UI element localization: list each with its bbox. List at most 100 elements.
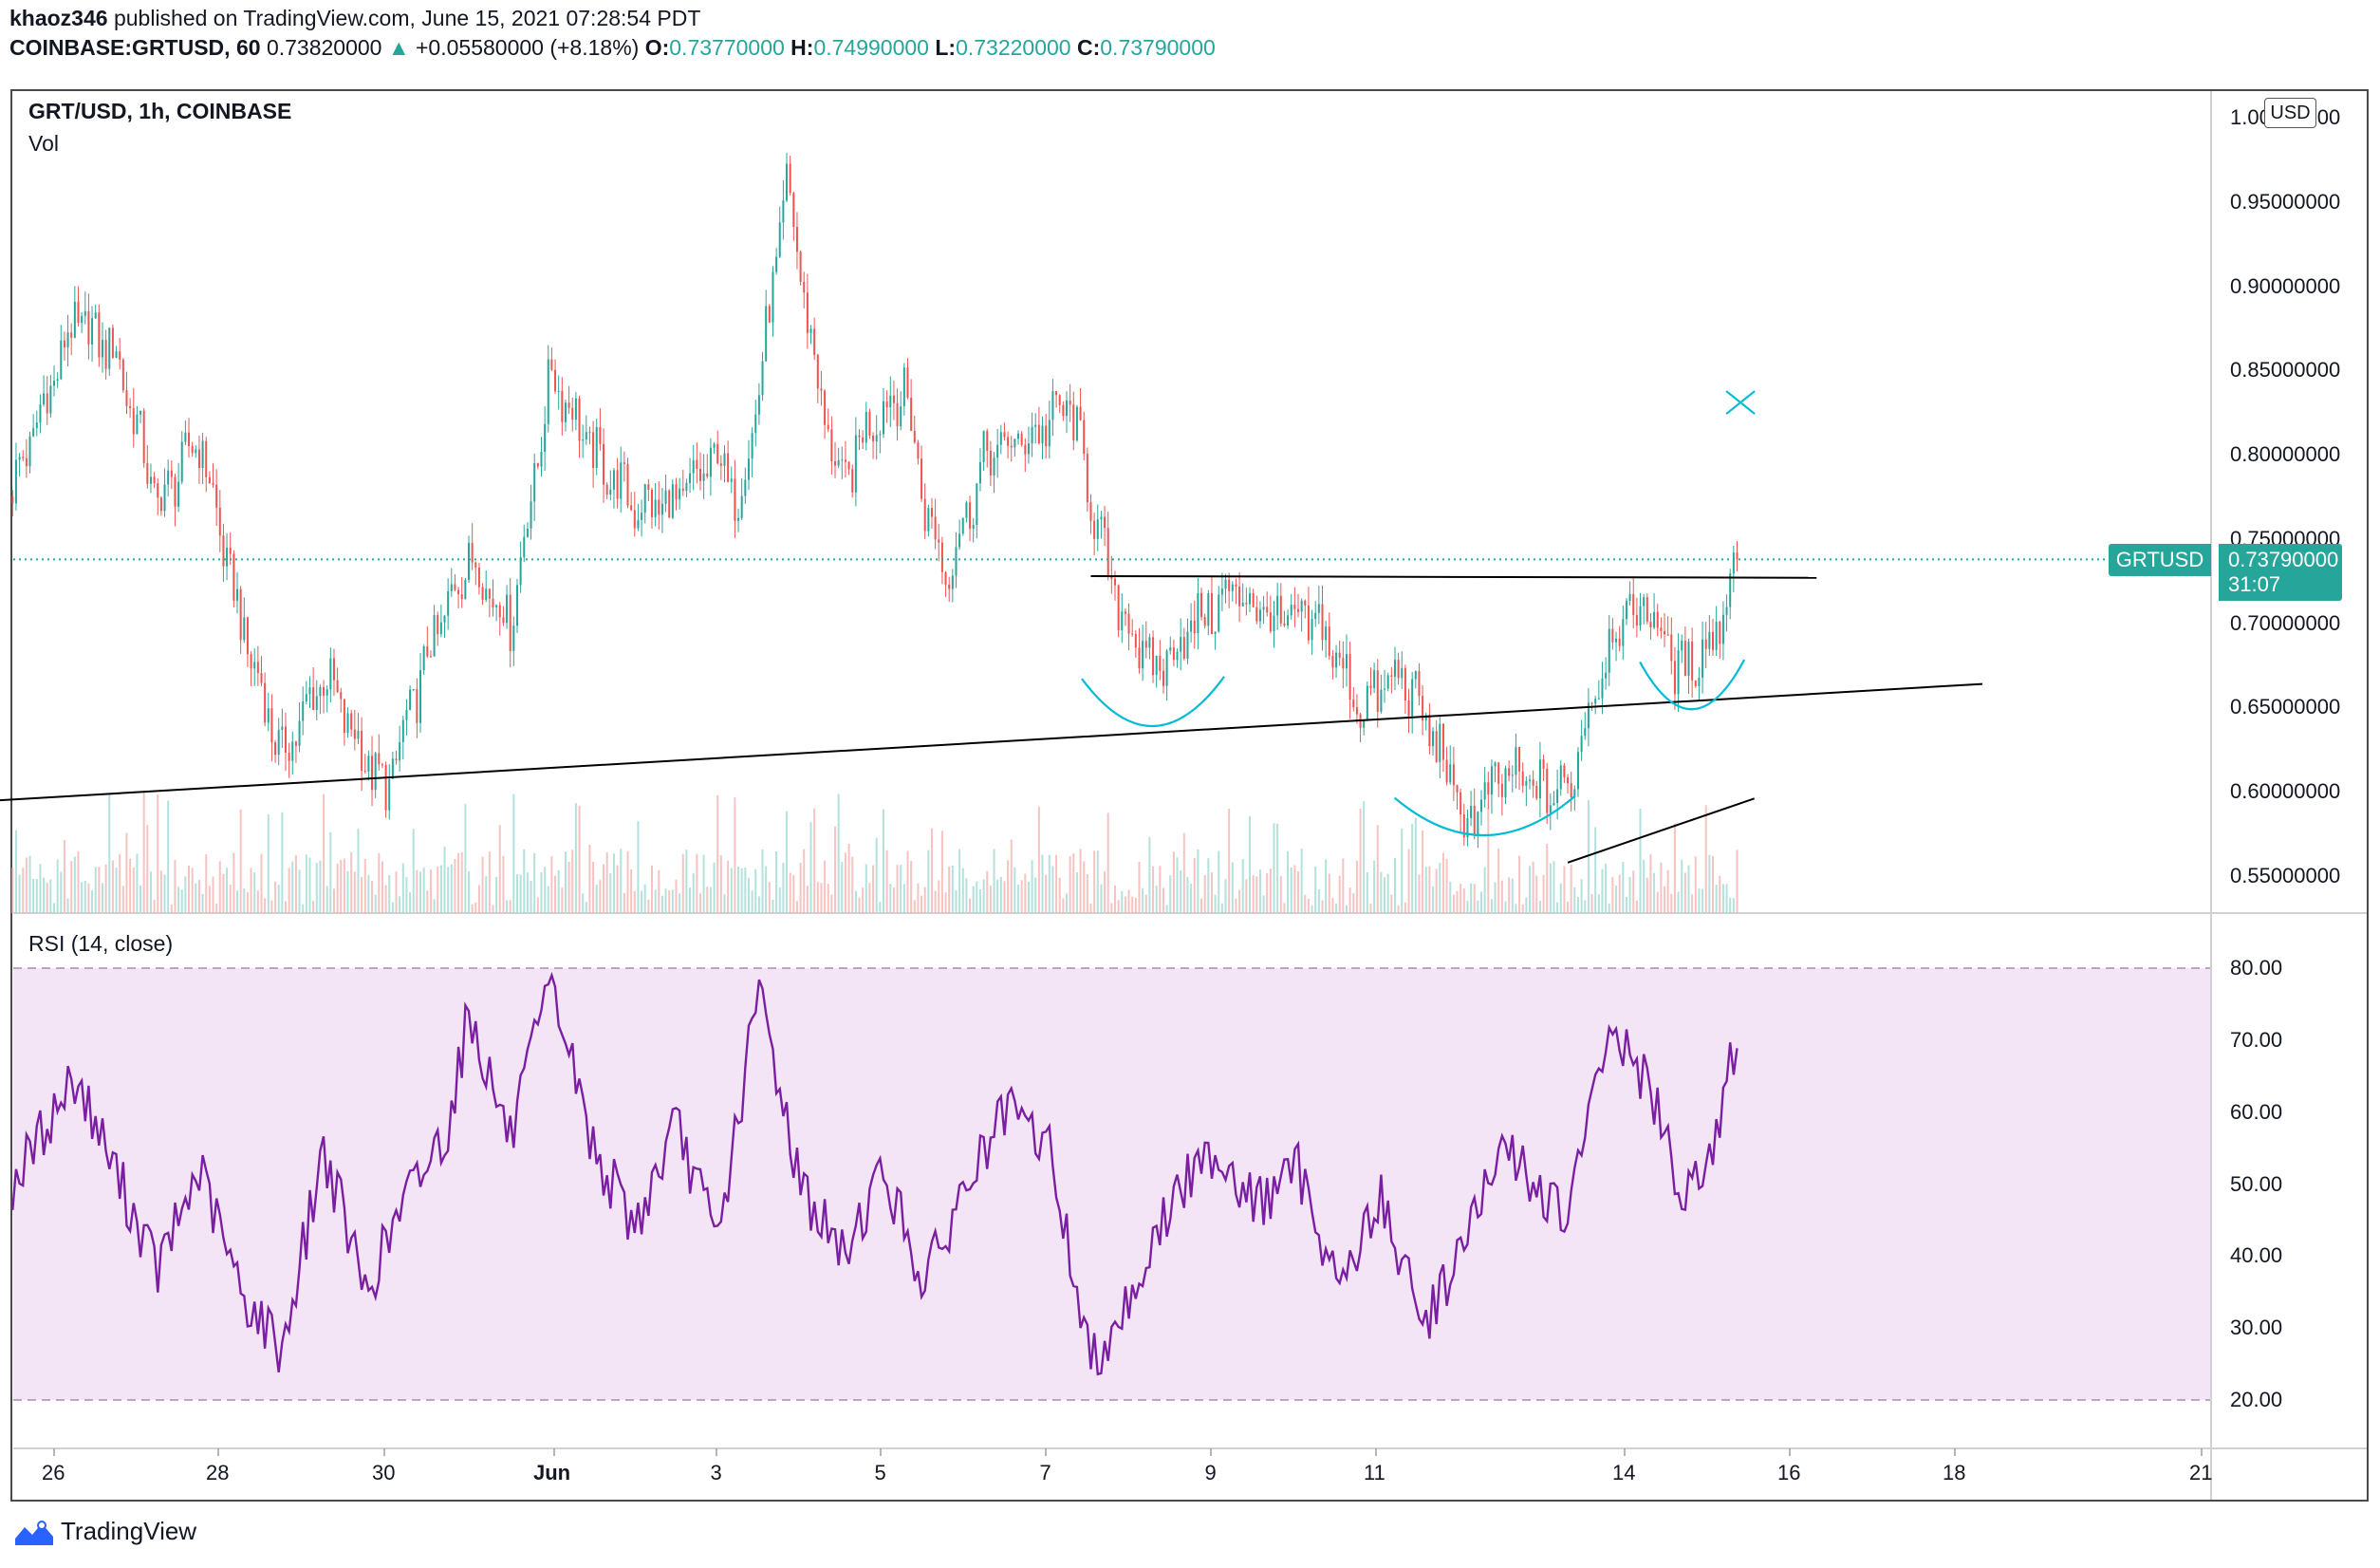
- volume-pane-title[interactable]: Vol: [28, 131, 59, 156]
- symbol-label[interactable]: COINBASE:GRTUSD, 60: [9, 35, 261, 60]
- candle-body: [526, 528, 529, 537]
- volume-bar: [1632, 870, 1635, 913]
- volume-bar: [502, 855, 505, 913]
- volume-bar: [1180, 870, 1182, 913]
- author-name[interactable]: khaoz346: [9, 6, 108, 30]
- candle-body: [910, 397, 913, 431]
- candle-body: [927, 508, 930, 532]
- volume-bar: [1466, 901, 1469, 913]
- volume-bar: [834, 826, 837, 913]
- candle-body: [274, 742, 277, 756]
- time-tick-label: Jun: [533, 1461, 571, 1484]
- volume-bar: [761, 849, 764, 913]
- volume-bar: [595, 885, 598, 913]
- volume-bar: [250, 868, 252, 913]
- candle-body: [1155, 655, 1158, 676]
- candle-body: [1708, 631, 1711, 649]
- candle-body: [163, 484, 166, 512]
- candle-body: [1473, 806, 1476, 834]
- candle-body: [1414, 671, 1417, 680]
- volume-bar: [363, 858, 366, 913]
- volume-bar: [1719, 875, 1721, 913]
- volume-bar: [1535, 875, 1538, 913]
- candle-body: [1673, 661, 1676, 695]
- candle-body: [1121, 611, 1124, 631]
- candle-body: [1439, 723, 1441, 762]
- volume-bar: [63, 840, 65, 913]
- candle-body: [142, 410, 145, 463]
- volume-bar: [1470, 883, 1473, 913]
- candle-body: [574, 398, 577, 420]
- candle-body: [999, 432, 1002, 445]
- candle-body: [174, 476, 177, 507]
- volume-bar: [1252, 874, 1255, 913]
- volume-bar: [412, 829, 415, 913]
- candle-body: [1003, 432, 1006, 438]
- candle-body: [419, 670, 422, 723]
- candle-body: [1625, 601, 1627, 620]
- candle-body: [1296, 608, 1300, 612]
- volume-bar: [1041, 854, 1044, 913]
- candle-body: [1134, 633, 1137, 648]
- volume-bar: [125, 832, 128, 913]
- volume-bar: [108, 793, 111, 913]
- volume-bar: [927, 849, 930, 913]
- rsi-pane-title[interactable]: RSI (14, close): [28, 931, 174, 956]
- volume-bar: [1597, 894, 1600, 913]
- rsi-band-fill: [13, 968, 2211, 1400]
- candle-body: [1172, 647, 1175, 661]
- volume-bar: [547, 886, 549, 913]
- volume-bar: [1393, 857, 1396, 913]
- currency-button[interactable]: USD: [2264, 98, 2316, 128]
- volume-bar: [1348, 887, 1351, 913]
- candle-body: [121, 359, 124, 391]
- volume-bar: [1508, 877, 1511, 913]
- candle-body: [1117, 585, 1120, 631]
- candle-body: [723, 453, 726, 466]
- candle-body: [374, 753, 377, 791]
- candle-body: [1010, 445, 1013, 448]
- volume-bar: [550, 856, 553, 913]
- candle-body: [958, 533, 961, 548]
- last-price-tag: 0.73790000 31:07: [2219, 544, 2342, 601]
- volume-bar: [641, 890, 643, 913]
- candle-body: [851, 469, 854, 493]
- volume-bar: [111, 860, 114, 913]
- volume-bar: [844, 852, 846, 913]
- candle-body: [1062, 404, 1065, 417]
- volume-bar: [789, 872, 791, 913]
- volume-bar: [1473, 884, 1476, 913]
- volume-bar: [961, 868, 964, 913]
- volume-bar: [982, 879, 985, 913]
- volume-bar: [1117, 900, 1120, 913]
- main-pane-title[interactable]: GRT/USD, 1h, COINBASE: [28, 99, 292, 123]
- candle-body: [288, 753, 290, 761]
- candle-body: [1653, 611, 1656, 628]
- candle-body: [236, 588, 239, 601]
- volume-bar: [599, 880, 602, 913]
- volume-bar: [827, 884, 829, 913]
- volume-bar: [585, 902, 587, 913]
- volume-bar: [1643, 859, 1646, 913]
- candle-body: [951, 575, 954, 589]
- volume-bar: [1258, 869, 1261, 913]
- candle-body: [25, 457, 28, 467]
- volume-bar: [1397, 905, 1400, 913]
- candle-body: [540, 452, 543, 467]
- candle-body: [371, 756, 374, 791]
- candle-body: [1611, 628, 1614, 643]
- tradingview-branding[interactable]: TradingView: [13, 1517, 196, 1546]
- candle-body: [1497, 762, 1500, 784]
- volume-bar: [1732, 898, 1735, 913]
- volume-bar: [1037, 806, 1040, 913]
- volume-bar: [1504, 901, 1507, 913]
- volume-bar: [737, 866, 740, 913]
- candle-body: [1072, 404, 1075, 440]
- volume-bar: [1224, 879, 1227, 913]
- volume-bar: [862, 887, 865, 913]
- candle-body: [260, 673, 263, 683]
- volume-bar: [1701, 888, 1704, 913]
- volume-bar: [1664, 886, 1666, 913]
- brand-name: TradingView: [61, 1517, 197, 1545]
